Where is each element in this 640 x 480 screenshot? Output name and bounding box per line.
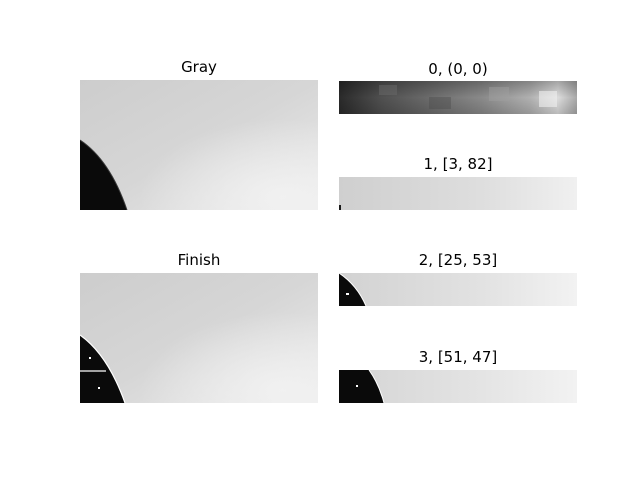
- panel-title-1: 1, [3, 82]: [423, 155, 493, 173]
- panel-title-3: 3, [51, 47]: [418, 348, 498, 366]
- panel-title-0: 0, (0, 0): [428, 60, 488, 78]
- crop-1-image: [339, 177, 577, 210]
- panel-title-finish: Finish: [177, 251, 221, 269]
- gray-image: [80, 80, 318, 210]
- panel-title-gray: Gray: [181, 58, 217, 76]
- crop-2-image: [339, 273, 577, 306]
- crop-0-image: [339, 81, 577, 114]
- finish-image: [80, 273, 318, 403]
- crop-3-image: [339, 370, 577, 403]
- panel-title-2: 2, [25, 53]: [418, 251, 498, 269]
